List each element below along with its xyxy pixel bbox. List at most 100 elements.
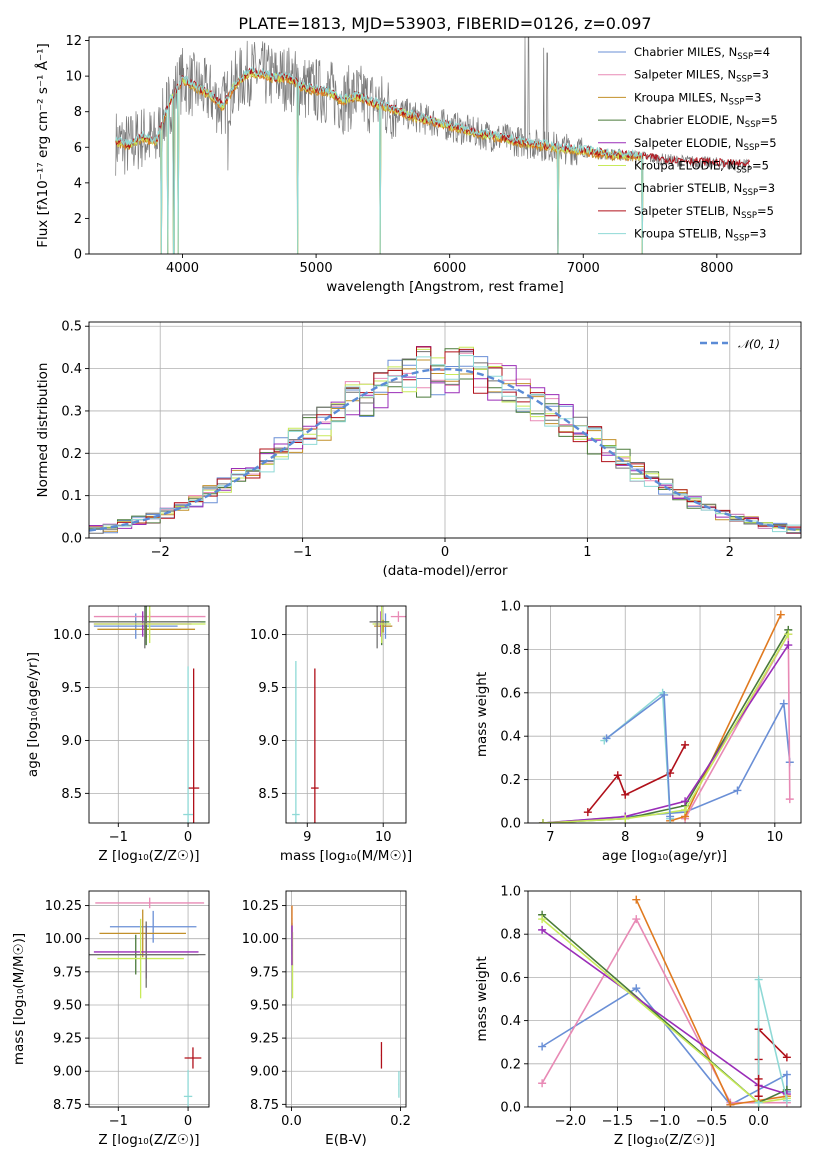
- weight-marker: [538, 915, 547, 924]
- error-bar-point: [89, 921, 206, 988]
- weight-marker: [782, 1053, 791, 1062]
- legend-sub: SSP: [744, 143, 760, 153]
- error-bar-point: [109, 910, 197, 943]
- y-tick-label: 8.75: [53, 1098, 82, 1113]
- y-tick-label: 0.8: [500, 928, 521, 943]
- x-tick-label: −1: [109, 830, 128, 845]
- legend-text: Kroupa ELODIE, N: [634, 159, 736, 173]
- error-bar-point: [188, 668, 200, 823]
- y-tick-label: 8: [74, 105, 82, 120]
- y-tick-label: 0.4: [61, 362, 82, 377]
- legend-suffix: =4: [753, 45, 770, 59]
- y-tick-label: 9.5: [61, 681, 82, 696]
- weight-marker: [726, 1100, 735, 1107]
- x-tick-label: 2: [726, 545, 734, 560]
- weight-series-line: [600, 688, 675, 823]
- error-bar-point: [398, 1071, 400, 1098]
- x-axis-label: Z [log₁₀(Z/Z☉)]: [98, 1132, 199, 1148]
- axes-frame: [88, 36, 802, 255]
- legend-suffix: =5: [757, 204, 774, 218]
- x-axis-label: (data-model)/error: [382, 563, 508, 579]
- y-tick-label: 10: [65, 70, 82, 85]
- y-tick-label: 10.0: [250, 628, 279, 643]
- x-tick-label: 10: [767, 830, 784, 845]
- legend-sub: SSP: [734, 234, 750, 244]
- y-tick-label: 0.6: [500, 686, 521, 701]
- spectrum-panel: 4000 5000 6000 7000 8000 0 2 4 6 8 10 12 wavelength …: [34, 34, 802, 295]
- weight-marker: [632, 895, 641, 904]
- error-bar-point: [99, 909, 186, 958]
- legend-text: Chabrier MILES, N: [634, 45, 737, 59]
- x-axis-label: Z [log₁₀(Z/Z☉)]: [614, 1132, 715, 1148]
- x-tick-label: 9: [303, 830, 311, 845]
- y-tick-label: 0.2: [61, 447, 82, 462]
- legend-sub: SSP: [729, 97, 745, 107]
- y-tick-label: 9.75: [250, 965, 279, 980]
- legend-entry: Kroupa ELODIE, NSSP=5: [634, 159, 769, 176]
- weight-marker: [784, 630, 793, 639]
- weight-series-line: [602, 690, 675, 821]
- y-tick-label: 9.75: [53, 965, 82, 980]
- error-bars: [89, 897, 206, 1107]
- legend-sub: SSP: [736, 166, 752, 176]
- weight-line: [603, 691, 671, 819]
- weight-marker: [681, 740, 690, 749]
- error-bar-point: [184, 1047, 202, 1069]
- y-axis-label: mass weight: [474, 672, 490, 757]
- y-tick-label: 0.2: [500, 773, 521, 788]
- y-tick-label: 9.00: [250, 1065, 279, 1080]
- x-tick-label: −1: [109, 1114, 128, 1129]
- legend-text: Chabrier STELIB, N: [634, 181, 742, 195]
- y-tick-label: 0.8: [500, 643, 521, 658]
- x-tick-label: 0: [184, 1114, 192, 1129]
- weight-series-line: [666, 610, 785, 823]
- legend-entry: Salpeter ELODIE, NSSP=5: [634, 136, 777, 153]
- weight-marker: [621, 790, 630, 799]
- weight-marker: [666, 812, 675, 821]
- y-tick-label: 9.0: [61, 734, 82, 749]
- x-axis-label: mass [log₁₀(M/M☉)]: [280, 848, 412, 864]
- legend-entry: Chabrier MILES, NSSP=4: [634, 45, 770, 62]
- weight-marker: [754, 1074, 763, 1083]
- legend: 𝒩(0, 1): [700, 337, 780, 351]
- y-tick-label: 0.1: [61, 489, 82, 504]
- error-bars: [291, 905, 400, 1098]
- weight-marker: [538, 925, 547, 934]
- error-bar-point: [97, 918, 184, 999]
- y-tick-label: 0: [74, 248, 82, 263]
- weight-line: [669, 614, 782, 822]
- x-tick-label: 0: [441, 545, 449, 560]
- weight-vs-metallicity-panel: −2.0 −1.5 −1.0 −0.5 0.0 0.0 0.2 0.4 0.6 0.8 1.0 Z […: [474, 885, 802, 1148]
- weight-marker: [613, 771, 622, 780]
- legend-suffix: =5: [752, 159, 769, 173]
- error-bar-point: [183, 1069, 193, 1107]
- weight-marker: [784, 641, 793, 650]
- error-bar-point: [372, 606, 391, 644]
- y-tick-label: 10.0: [53, 628, 82, 643]
- error-bar-point: [93, 606, 206, 644]
- y-tick-label: 9.25: [53, 1032, 82, 1047]
- legend-entry: Kroupa MILES, NSSP=3: [634, 90, 761, 107]
- x-axis-label: age [log₁₀(age/yr)]: [602, 848, 727, 864]
- legend-text: Salpeter ELODIE, N: [634, 136, 744, 150]
- weight-marker: [779, 699, 788, 708]
- y-tick-label: 1.0: [500, 600, 521, 615]
- y-tick-label: 8.5: [258, 787, 279, 802]
- age-vs-mass-panel: 9 10 8.5 9.0 9.5 10.0 mass [log₁₀(M/M☉)]: [250, 605, 412, 864]
- weight-series: [538, 895, 791, 1107]
- figure-title: PLATE=1813, MJD=53903, FIBERID=0126, z=0…: [238, 14, 651, 33]
- y-tick-label: 9.0: [258, 734, 279, 749]
- weight-line: [542, 633, 789, 823]
- weight-line: [635, 899, 788, 1106]
- x-tick-label: 6000: [433, 261, 466, 276]
- histogram-series: [89, 346, 801, 534]
- legend-suffix: =3: [758, 181, 775, 195]
- weight-series: [538, 610, 794, 823]
- y-tick-label: 9.00: [53, 1065, 82, 1080]
- x-tick-label: 9: [696, 830, 704, 845]
- y-axis-label: mass [log₁₀(M/M☉)]: [11, 933, 27, 1065]
- x-axis-label: E(B-V): [325, 1132, 367, 1148]
- axes-frame: [88, 890, 210, 1108]
- weight-marker: [632, 984, 641, 993]
